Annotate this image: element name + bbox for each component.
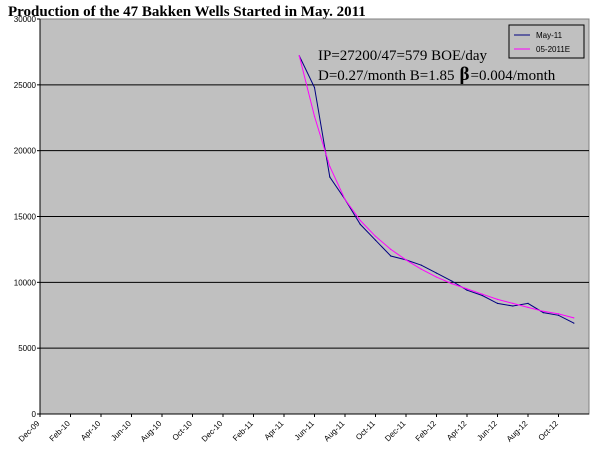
y-tick-label-5000: 5000 bbox=[18, 344, 36, 353]
data-point-05-2011e-Jun-11 bbox=[313, 115, 316, 117]
data-point-may-11-May-12 bbox=[481, 294, 483, 297]
data-point-05-2011e-Dec-11 bbox=[405, 259, 407, 261]
data-point-may-11-Apr-12 bbox=[466, 289, 468, 291]
data-point-05-2011e-Sep-12 bbox=[542, 310, 544, 312]
data-point-05-2011e-Aug-12 bbox=[527, 306, 529, 308]
y-tick-label-30000: 30000 bbox=[14, 15, 37, 24]
data-point-05-2011e-Jul-12 bbox=[512, 302, 514, 304]
data-point-may-11-Nov-11 bbox=[390, 255, 392, 257]
data-point-may-11-Oct-12 bbox=[557, 314, 560, 316]
data-point-05-2011e-May-12 bbox=[481, 293, 483, 295]
annotation-beta-symbol: β bbox=[460, 64, 470, 85]
y-tick-label-25000: 25000 bbox=[14, 81, 37, 90]
data-point-05-2011e-Sep-11 bbox=[359, 219, 361, 222]
y-tick-labels: 0 5000 10000 15000 20000 25000 30000 bbox=[14, 15, 40, 419]
data-point-may-11-Nov-12 bbox=[573, 322, 575, 324]
data-point-05-2011e-Feb-12 bbox=[435, 276, 438, 278]
data-point-may-11-Mar-12 bbox=[451, 280, 453, 282]
data-point-may-11-Jun-12 bbox=[496, 302, 499, 304]
y-tick-label-20000: 20000 bbox=[14, 147, 37, 156]
legend-label-may-11: May-11 bbox=[536, 31, 563, 40]
annotation-decline: D=0.27/month B=1.85 β=0.004/month bbox=[318, 64, 556, 85]
data-point-05-2011e-Apr-12 bbox=[466, 288, 468, 290]
annotation-decline-text: D=0.27/month B=1.85 bbox=[318, 68, 455, 84]
annotation-ip: IP=27200/47=579 BOE/day bbox=[318, 48, 487, 64]
data-point-may-11-Jun-11 bbox=[313, 86, 316, 89]
data-point-05-2011e-Jul-11 bbox=[329, 165, 331, 168]
data-point-05-2011e-Oct-11 bbox=[374, 235, 377, 237]
data-point-05-2011e-Jan-12 bbox=[420, 268, 422, 270]
data-point-05-2011e-Aug-11 bbox=[344, 198, 346, 200]
data-point-may-11-Jan-12 bbox=[420, 264, 422, 266]
data-point-05-2011e-Nov-11 bbox=[390, 248, 392, 250]
y-tick-label-0: 0 bbox=[32, 410, 37, 419]
annotation-beta-value: =0.004/month bbox=[471, 68, 556, 84]
data-point-may-11-Jul-12 bbox=[512, 305, 514, 307]
data-point-may-11-Jul-11 bbox=[329, 176, 331, 178]
data-point-may-11-Feb-12 bbox=[435, 272, 438, 274]
data-point-05-2011e-May-11 bbox=[298, 55, 300, 57]
data-point-05-2011e-Jun-12 bbox=[496, 298, 499, 300]
data-point-may-11-Sep-11 bbox=[359, 223, 361, 225]
data-point-may-11-Sep-12 bbox=[542, 312, 544, 314]
data-point-may-11-Oct-11 bbox=[374, 239, 377, 241]
series-lines bbox=[298, 55, 575, 324]
grid-lines bbox=[40, 18, 589, 349]
y-tick-label-15000: 15000 bbox=[14, 213, 37, 222]
data-point-05-2011e-Oct-12 bbox=[557, 313, 560, 315]
legend: May-11 05-2011E bbox=[508, 24, 585, 59]
data-point-05-2011e-Nov-12 bbox=[573, 317, 575, 319]
data-point-05-2011e-Mar-12 bbox=[451, 283, 453, 285]
chart-title: Production of the 47 Bakken Wells Starte… bbox=[8, 4, 366, 20]
legend-label-05-2011e: 05-2011E bbox=[536, 45, 570, 54]
legend-box bbox=[508, 24, 585, 59]
y-tick-label-10000: 10000 bbox=[14, 278, 37, 287]
annotation: IP=27200/47=579 BOE/day D=0.27/month B=1… bbox=[318, 48, 556, 85]
data-point-may-11-Aug-12 bbox=[527, 302, 529, 304]
